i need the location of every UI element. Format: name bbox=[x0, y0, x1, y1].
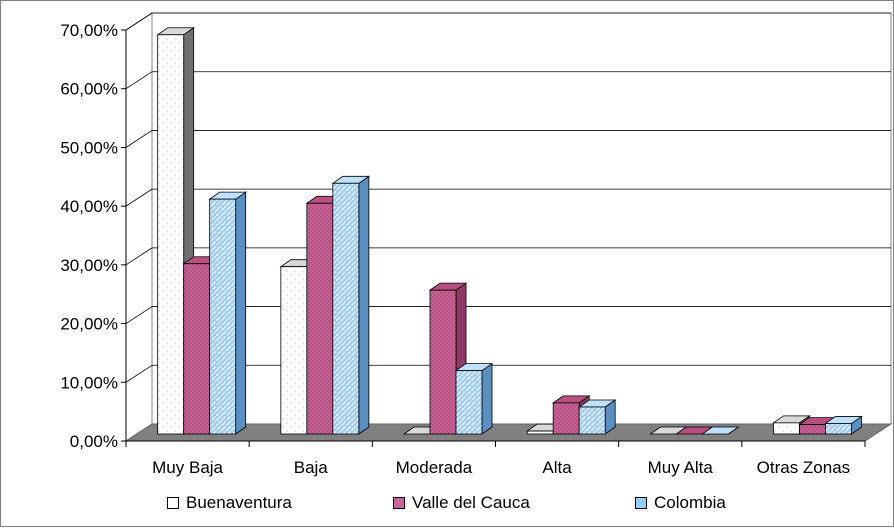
gridline-side bbox=[125, 188, 153, 207]
y-tick-label: 30,00% bbox=[60, 256, 118, 275]
x-tick-label: Alta bbox=[542, 458, 572, 477]
plot-back-wall bbox=[151, 12, 892, 425]
bar-front bbox=[799, 424, 826, 435]
gridline-side bbox=[125, 130, 153, 148]
legend-swatch-0 bbox=[167, 497, 179, 509]
bar-front bbox=[578, 406, 606, 435]
plot-side-wall bbox=[125, 12, 153, 442]
gridline-side bbox=[125, 364, 153, 383]
x-tick-label: Muy Alta bbox=[648, 458, 714, 477]
legend-label-0: Buenaventura bbox=[186, 493, 292, 512]
bar-front bbox=[526, 430, 554, 435]
legend-swatch-1 bbox=[393, 497, 405, 509]
y-tick-label: 0,00% bbox=[70, 432, 118, 451]
legend-item-2: Colombia bbox=[635, 493, 726, 513]
bar-front bbox=[157, 34, 185, 435]
bar-1-2 bbox=[331, 175, 371, 435]
legend-label-1: Valle del Cauca bbox=[412, 493, 530, 512]
bar-front bbox=[209, 198, 237, 435]
y-tick-label: 60,00% bbox=[60, 80, 118, 99]
bar-front bbox=[825, 423, 852, 435]
y-tick-label: 10,00% bbox=[60, 373, 118, 392]
bar-top bbox=[701, 426, 740, 435]
bar-front bbox=[455, 370, 483, 435]
x-tick-label: Baja bbox=[294, 458, 329, 477]
x-tick-label: Otras Zonas bbox=[757, 458, 851, 477]
bar-side bbox=[358, 175, 370, 435]
bar-front bbox=[332, 182, 360, 435]
y-tick-label: 40,00% bbox=[60, 197, 118, 216]
y-tick-label: 70,00% bbox=[60, 21, 118, 40]
bar-2-2 bbox=[454, 362, 494, 435]
legend: Buenaventura Valle del Cauca Colombia bbox=[151, 493, 851, 517]
bar-side bbox=[481, 362, 493, 435]
legend-swatch-2 bbox=[635, 497, 647, 509]
gridline-side bbox=[125, 12, 153, 31]
bar-front bbox=[306, 202, 334, 435]
bar-front bbox=[429, 289, 457, 435]
bar-front bbox=[552, 402, 580, 435]
gridline-side bbox=[125, 71, 153, 90]
x-tick-label: Muy Baja bbox=[152, 458, 223, 477]
legend-label-2: Colombia bbox=[654, 493, 726, 512]
legend-item-1: Valle del Cauca bbox=[393, 493, 530, 513]
y-tick-label: 50,00% bbox=[60, 138, 118, 157]
bar-5-2 bbox=[824, 415, 863, 435]
bar-front bbox=[773, 422, 800, 435]
gridline-side bbox=[125, 247, 153, 266]
legend-item-0: Buenaventura bbox=[167, 493, 292, 513]
bar-side bbox=[235, 191, 247, 435]
bar-front bbox=[280, 266, 308, 435]
x-tick-label: Moderada bbox=[396, 458, 473, 477]
bar-0-2 bbox=[208, 191, 247, 435]
bar-front bbox=[183, 263, 211, 435]
y-tick-label: 20,00% bbox=[60, 315, 118, 334]
bar-3-2 bbox=[577, 399, 617, 435]
gridline-side bbox=[125, 306, 153, 324]
bar-4-2 bbox=[701, 426, 740, 435]
